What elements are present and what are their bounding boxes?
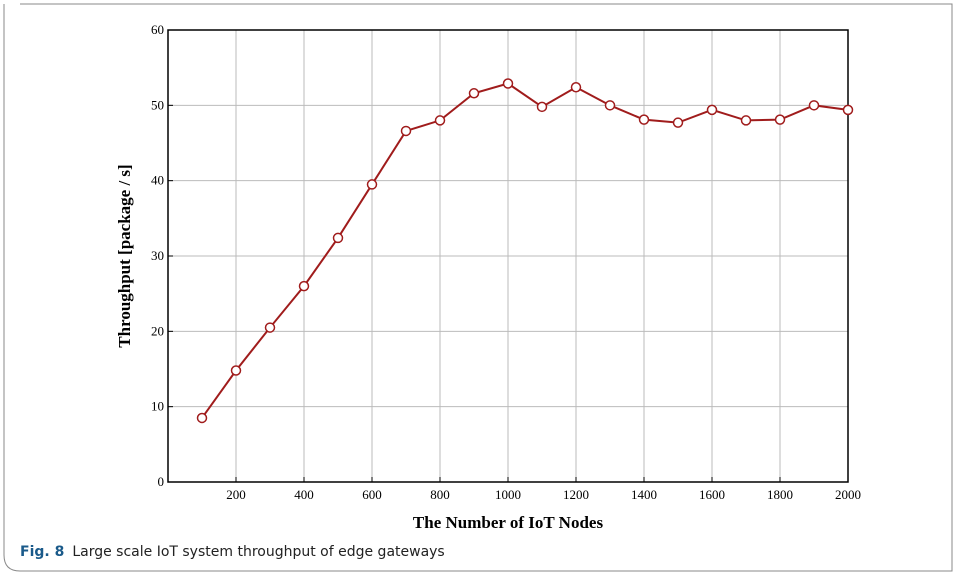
point xyxy=(774,114,786,125)
caption: Fig. 8 Large scale IoT system throughput … xyxy=(20,544,445,560)
point xyxy=(638,114,650,125)
point xyxy=(672,117,684,128)
point xyxy=(298,280,310,292)
x-tick-label: 2000 xyxy=(835,487,861,502)
x-tick-label: 600 xyxy=(362,487,382,502)
x-tick-label: 1800 xyxy=(767,487,793,502)
point xyxy=(400,125,412,137)
y-axis-label: Throughput [package / s] xyxy=(115,164,134,347)
x-tick-label: 1400 xyxy=(631,487,657,502)
point xyxy=(604,100,616,111)
x-tick-label: 800 xyxy=(430,487,450,502)
x-tick-label: 1600 xyxy=(699,487,725,502)
point xyxy=(706,104,718,116)
point xyxy=(842,104,854,116)
y-tick-label: 10 xyxy=(151,399,164,414)
x-tick-label: 1200 xyxy=(563,487,589,502)
point xyxy=(264,322,276,333)
y-tick-label: 40 xyxy=(151,173,164,188)
y-tick-label: 60 xyxy=(151,22,164,37)
point xyxy=(434,115,446,126)
y-tick-label: 50 xyxy=(151,97,164,112)
point xyxy=(366,179,378,190)
point xyxy=(468,88,480,99)
point xyxy=(740,115,752,126)
x-tick-label: 1000 xyxy=(495,487,521,502)
point xyxy=(196,412,208,424)
point xyxy=(808,100,820,111)
y-tick-label: 20 xyxy=(151,323,164,338)
point xyxy=(502,78,514,89)
series-line xyxy=(201,82,849,419)
y-tick-label: 30 xyxy=(151,248,164,263)
frame xyxy=(3,3,953,572)
point xyxy=(536,101,548,113)
point xyxy=(230,365,242,376)
point xyxy=(332,232,344,244)
plot-border xyxy=(167,29,849,483)
x-tick-label: 400 xyxy=(294,487,314,502)
x-tick-label: 200 xyxy=(226,487,246,502)
caption-text: Large scale IoT system throughput of edg… xyxy=(72,544,444,560)
x-axis-label: The Number of IoT Nodes xyxy=(413,513,604,532)
y-tick-label: 0 xyxy=(158,474,165,489)
point xyxy=(570,82,582,93)
caption-label: Fig. 8 xyxy=(20,544,64,560)
